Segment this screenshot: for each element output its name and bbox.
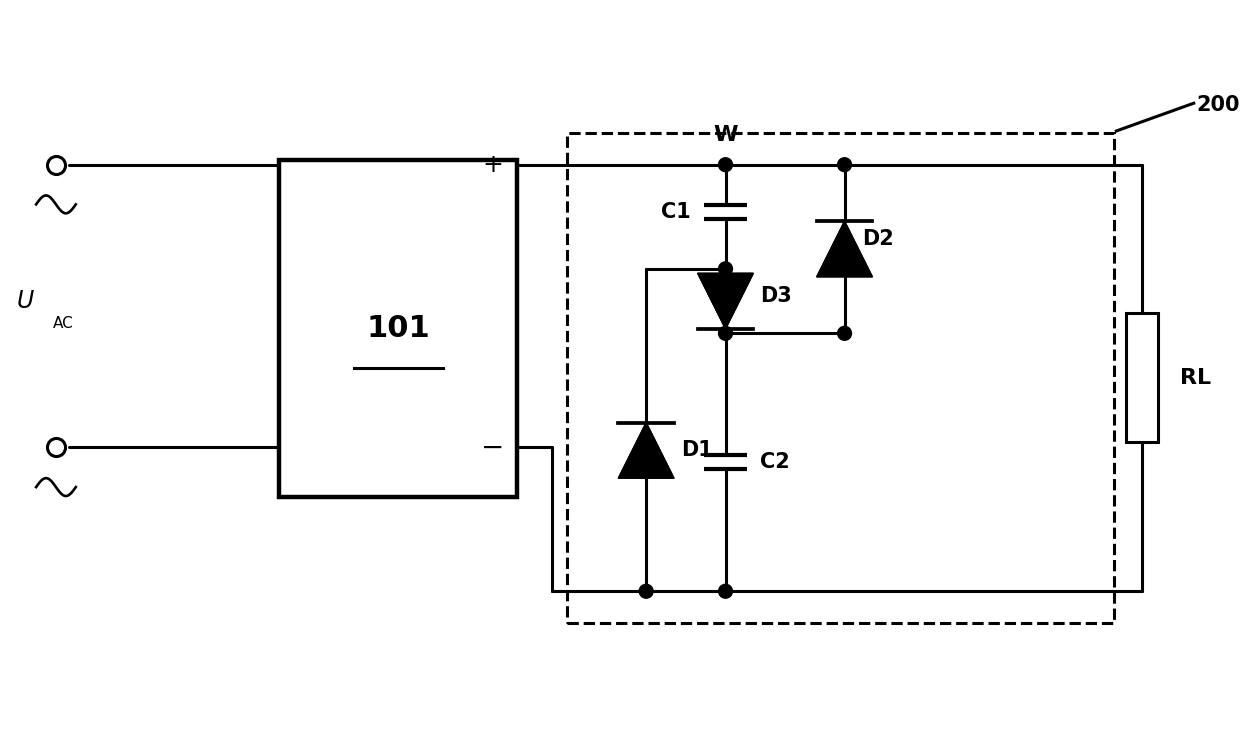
Polygon shape	[698, 273, 754, 329]
Circle shape	[837, 326, 851, 340]
Bar	[280, 160, 517, 497]
Text: 200: 200	[1197, 95, 1241, 115]
Text: 101: 101	[367, 314, 431, 343]
Text: C1: C1	[661, 202, 691, 222]
Circle shape	[719, 262, 733, 276]
Polygon shape	[618, 423, 674, 478]
Text: AC: AC	[52, 316, 74, 331]
Bar	[567, 133, 1114, 623]
Bar	[1126, 313, 1158, 443]
Text: D1: D1	[681, 441, 713, 460]
Text: +: +	[482, 153, 503, 177]
Text: RL: RL	[1179, 368, 1211, 388]
Text: D2: D2	[862, 229, 894, 249]
Text: −: −	[480, 433, 504, 462]
Circle shape	[837, 158, 851, 171]
Text: D3: D3	[760, 286, 792, 306]
Text: C2: C2	[760, 453, 790, 472]
Text: W: W	[714, 125, 738, 145]
Polygon shape	[816, 221, 872, 277]
Circle shape	[719, 326, 733, 340]
Text: $U$: $U$	[16, 289, 35, 313]
Circle shape	[719, 158, 733, 171]
Circle shape	[639, 584, 653, 598]
Circle shape	[719, 584, 733, 598]
